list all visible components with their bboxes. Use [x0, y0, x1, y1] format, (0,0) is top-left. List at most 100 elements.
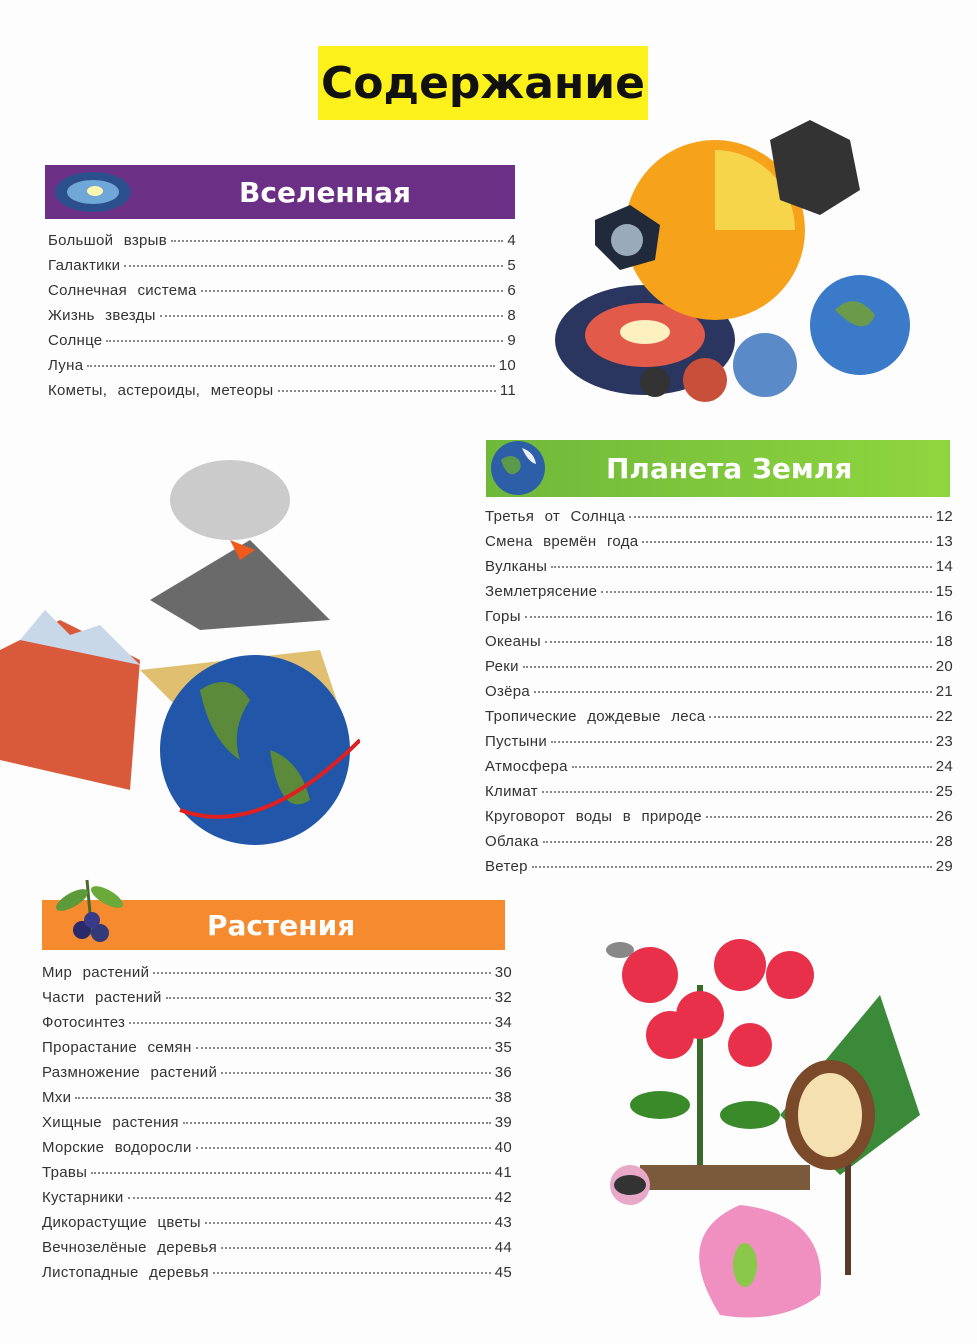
toc-entry[interactable]: Смена времён года 13 — [485, 533, 953, 558]
dot-leader — [171, 240, 504, 242]
toc-entry[interactable]: Хищные растения 39 — [42, 1114, 512, 1139]
toc-entry[interactable]: Дикорастущие цветы 43 — [42, 1214, 512, 1239]
toc-entry[interactable]: Листопадные деревья 45 — [42, 1264, 512, 1289]
page-number: 14 — [935, 558, 953, 575]
toc-entry[interactable]: Большой взрыв 4 — [48, 232, 516, 257]
toc-entry[interactable]: Землетрясение 15 — [485, 583, 953, 608]
page-number: 8 — [507, 307, 516, 324]
entry-title: Вечнозелёные деревья — [42, 1239, 218, 1256]
toc-entry[interactable]: Морские водоросли 40 — [42, 1139, 512, 1164]
entry-title: Круговорот воды в природе — [485, 808, 702, 825]
toc-entry[interactable]: Прорастание семян 35 — [42, 1039, 512, 1064]
toc-entry[interactable]: Озёра 21 — [485, 683, 953, 708]
dot-leader — [124, 265, 504, 267]
toc-entry[interactable]: Атмосфера 24 — [485, 758, 953, 783]
toc-entry[interactable]: Жизнь звезды 8 — [48, 307, 516, 332]
toc-entry[interactable]: Горы 16 — [485, 608, 953, 633]
toc-entry[interactable]: Ветер 29 — [485, 858, 953, 883]
entry-title: Кометы, астероиды, метеоры — [48, 382, 274, 399]
dot-leader — [534, 691, 932, 693]
dot-leader — [571, 766, 932, 768]
dot-leader — [87, 365, 495, 367]
entry-title: Тропические дождевые леса — [485, 708, 706, 725]
section-header-universe: Вселенная — [45, 165, 515, 219]
toc-entry[interactable]: Солнечная система 6 — [48, 282, 516, 307]
toc-entry[interactable]: Травы 41 — [42, 1164, 512, 1189]
dot-leader — [524, 616, 932, 618]
toc-entry[interactable]: Кустарники 42 — [42, 1189, 512, 1214]
dot-leader — [542, 841, 932, 843]
entry-title: Травы — [42, 1164, 88, 1181]
space-illustration — [555, 120, 910, 402]
entry-title: Реки — [485, 658, 519, 675]
toc-entry[interactable]: Мир растений 30 — [42, 964, 512, 989]
toc-entry[interactable]: Луна 10 — [48, 357, 516, 382]
entry-title: Пустыни — [485, 733, 548, 750]
toc-entry[interactable]: Климат 25 — [485, 783, 953, 808]
dot-leader — [522, 666, 932, 668]
entry-title: Хищные растения — [42, 1114, 179, 1131]
entry-title: Фотосинтез — [42, 1014, 126, 1031]
dot-leader — [541, 791, 932, 793]
page-number: 22 — [935, 708, 953, 725]
plants-list: Мир растений 30 Части растений 32 Фотосинтез… — [42, 964, 512, 1289]
page-number: 35 — [494, 1039, 512, 1056]
toc-entry[interactable]: Размножение растений 36 — [42, 1064, 512, 1089]
page-number: 12 — [935, 508, 953, 525]
section-title: Растения — [207, 908, 356, 942]
page-number: 28 — [935, 833, 953, 850]
entry-title: Луна — [48, 357, 84, 374]
toc-entry[interactable]: Тропические дождевые леса 22 — [485, 708, 953, 733]
toc-entry[interactable]: Третья от Солнца 12 — [485, 508, 953, 533]
earth-illustration — [0, 460, 360, 845]
entry-title: Морские водоросли — [42, 1139, 192, 1156]
entry-title: Горы — [485, 608, 521, 625]
page-number: 11 — [499, 382, 516, 399]
entry-title: Дикорастущие цветы — [42, 1214, 201, 1231]
section-title: Планета Земля — [606, 452, 853, 485]
entry-title: Атмосфера — [485, 758, 568, 775]
toc-entry[interactable]: Океаны 18 — [485, 633, 953, 658]
page-number: 21 — [935, 683, 953, 700]
toc-entry[interactable]: Облака 28 — [485, 833, 953, 858]
toc-entry[interactable]: Галактики 5 — [48, 257, 516, 282]
dot-leader — [106, 340, 504, 342]
entry-title: Мхи — [42, 1089, 72, 1106]
entry-title: Солнце — [48, 332, 103, 349]
toc-entry[interactable]: Мхи 38 — [42, 1089, 512, 1114]
toc-entry[interactable]: Вечнозелёные деревья 44 — [42, 1239, 512, 1264]
entry-title: Вулканы — [485, 558, 548, 575]
page-number: 41 — [494, 1164, 512, 1181]
entry-title: Землетрясение — [485, 583, 598, 600]
toc-entry[interactable]: Части растений 32 — [42, 989, 512, 1014]
page-number: 29 — [935, 858, 953, 875]
dot-leader — [165, 997, 491, 999]
dot-leader — [212, 1272, 491, 1274]
dot-leader — [221, 1247, 491, 1249]
page-number: 45 — [494, 1264, 512, 1281]
page-number: 5 — [507, 257, 516, 274]
toc-entry[interactable]: Кометы, астероиды, метеоры 11 — [48, 382, 516, 407]
page-number: 40 — [494, 1139, 512, 1156]
toc-entry[interactable]: Фотосинтез 34 — [42, 1014, 512, 1039]
dot-leader — [642, 541, 932, 543]
entry-title: Части растений — [42, 989, 162, 1006]
toc-entry[interactable]: Пустыни 23 — [485, 733, 953, 758]
entry-title: Облака — [485, 833, 539, 850]
toc-entry[interactable]: Круговорот воды в природе 26 — [485, 808, 953, 833]
section-header-plants: Растения — [42, 879, 505, 950]
earth-icon — [491, 441, 545, 495]
page-number: 43 — [494, 1214, 512, 1231]
page-number: 6 — [507, 282, 516, 299]
entry-title: Смена времён года — [485, 533, 639, 550]
toc-entry[interactable]: Реки 20 — [485, 658, 953, 683]
dot-leader — [91, 1172, 491, 1174]
page-number: 18 — [935, 633, 953, 650]
dot-leader — [601, 591, 932, 593]
page-number: 34 — [494, 1014, 512, 1031]
page-number: 16 — [935, 608, 953, 625]
toc-entry[interactable]: Солнце 9 — [48, 332, 516, 357]
toc-entry[interactable]: Вулканы 14 — [485, 558, 953, 583]
page-number: 30 — [494, 964, 512, 981]
